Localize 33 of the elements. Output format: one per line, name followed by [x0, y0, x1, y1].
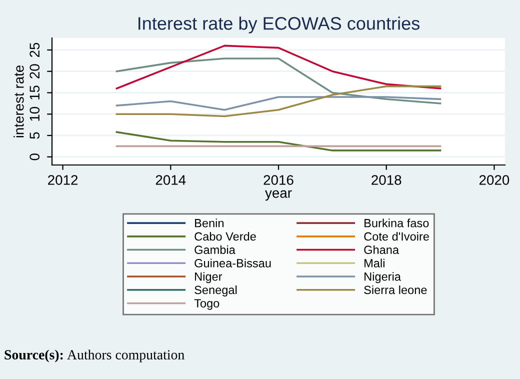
x-tick-label: 2018 [372, 175, 402, 185]
legend-label: Gambia [194, 245, 236, 254]
y-tick-label: 25 [30, 42, 40, 57]
y-axis-title: interest rate [14, 65, 24, 138]
legend-label: Benin [195, 218, 224, 228]
chart-title: Interest rate by ECOWAS countries [138, 16, 420, 34]
y-tick-label: 5 [30, 132, 40, 139]
line-series [116, 58, 442, 104]
legend-label: Cote d'Ivoire [364, 232, 429, 241]
x-tick-label: 2012 [48, 175, 78, 185]
line-series [116, 131, 442, 152]
legend-label: Burkina faso [364, 218, 429, 228]
x-tick-label: 2016 [264, 175, 294, 185]
y-tick-label: 20 [30, 64, 40, 78]
x-tick-label: 2014 [156, 175, 186, 185]
x-axis-title: year [265, 190, 292, 201]
line-series [116, 85, 442, 118]
y-tick-label: 0 [30, 154, 40, 160]
legend-label: Togo [194, 299, 220, 310]
legend-label: Niger [195, 272, 222, 284]
y-tick-label: 10 [30, 106, 40, 121]
legend-label: Cabo Verde [194, 232, 256, 241]
legend-label: Mali [364, 258, 384, 268]
legend-label: Ghana [364, 245, 400, 254]
y-tick-label: 15 [30, 86, 40, 100]
source-note: Source(s): Authors computation [4, 350, 184, 362]
line-series [116, 44, 442, 90]
legend-label: Guinea-Bissau [194, 258, 271, 268]
x-tick-label: 2020 [479, 175, 510, 185]
line-series [116, 96, 442, 111]
legend-label: Senegal [194, 285, 237, 296]
legend-label: Sierra leone [364, 285, 427, 294]
legend-label: Nigeria [364, 272, 401, 284]
